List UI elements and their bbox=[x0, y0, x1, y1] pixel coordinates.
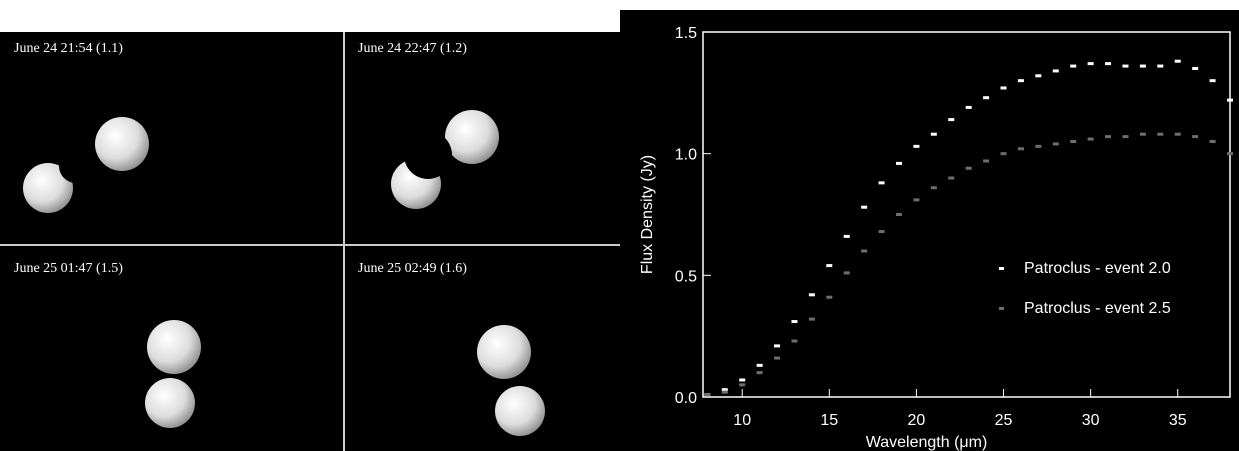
data-point bbox=[1053, 69, 1059, 72]
page: {"panels": [ {"label": "June 24 21:54 (1… bbox=[0, 0, 1239, 451]
data-point bbox=[1088, 62, 1094, 65]
y-tick-label: 0.5 bbox=[675, 268, 697, 285]
data-point bbox=[844, 271, 850, 274]
panel-label: June 25 02:49 (1.6) bbox=[358, 261, 467, 276]
data-point bbox=[1018, 147, 1024, 150]
data-point bbox=[826, 296, 832, 299]
data-point bbox=[1192, 135, 1198, 138]
data-point bbox=[1035, 74, 1041, 77]
y-axis-label: Flux Density (Jy) bbox=[639, 155, 656, 274]
data-point bbox=[1157, 133, 1163, 136]
data-point bbox=[931, 133, 937, 136]
shadow bbox=[404, 131, 452, 179]
data-point bbox=[1070, 140, 1076, 143]
panel-label: June 25 01:47 (1.5) bbox=[14, 261, 123, 276]
data-point bbox=[1157, 65, 1163, 68]
data-point bbox=[1192, 67, 1198, 70]
data-point bbox=[896, 213, 902, 216]
data-point bbox=[966, 167, 972, 170]
x-tick-label: 30 bbox=[1082, 412, 1100, 429]
data-point bbox=[704, 393, 710, 396]
data-point bbox=[722, 391, 728, 394]
x-axis-label: Wavelength (μm) bbox=[866, 434, 988, 451]
sphere bbox=[95, 117, 149, 171]
data-point bbox=[879, 181, 885, 184]
data-point bbox=[1227, 152, 1233, 155]
data-point bbox=[913, 145, 919, 148]
sphere bbox=[147, 320, 201, 374]
data-point bbox=[809, 318, 815, 321]
data-point bbox=[861, 206, 867, 209]
legend-marker bbox=[999, 307, 1004, 310]
panel-label: June 24 21:54 (1.1) bbox=[14, 41, 123, 56]
x-tick-label: 15 bbox=[820, 412, 838, 429]
data-point bbox=[1105, 135, 1111, 138]
panel-label: June 24 22:47 (1.2) bbox=[358, 41, 467, 56]
data-point bbox=[1001, 152, 1007, 155]
legend-label: Patroclus - event 2.0 bbox=[1024, 260, 1171, 277]
data-point bbox=[1018, 79, 1024, 82]
x-tick-label: 10 bbox=[733, 412, 751, 429]
y-tick-label: 0.0 bbox=[675, 390, 697, 407]
data-point bbox=[1175, 60, 1181, 63]
data-point bbox=[739, 378, 745, 381]
sphere bbox=[445, 110, 499, 164]
data-point bbox=[774, 357, 780, 360]
data-point bbox=[757, 364, 763, 367]
data-point bbox=[791, 320, 797, 323]
data-point bbox=[739, 383, 745, 386]
y-tick-label: 1.5 bbox=[675, 25, 697, 42]
data-point bbox=[844, 235, 850, 238]
data-point bbox=[1053, 142, 1059, 145]
data-point bbox=[1210, 79, 1216, 82]
data-point bbox=[983, 96, 989, 99]
data-point bbox=[1122, 135, 1128, 138]
sphere bbox=[495, 386, 545, 436]
chart-background bbox=[620, 10, 1239, 451]
data-point bbox=[1175, 133, 1181, 136]
figure: June 24 21:54 (1.1) June 24 22:47 (1.2) … bbox=[0, 0, 1239, 451]
shadow bbox=[59, 149, 93, 183]
y-tick-label: 1.0 bbox=[675, 147, 697, 164]
x-tick-label: 20 bbox=[908, 412, 926, 429]
sphere bbox=[477, 325, 531, 379]
x-tick-label: 35 bbox=[1169, 412, 1187, 429]
data-point bbox=[879, 230, 885, 233]
data-point bbox=[1140, 133, 1146, 136]
data-point bbox=[1210, 140, 1216, 143]
data-point bbox=[896, 162, 902, 165]
data-point bbox=[1070, 65, 1076, 68]
data-point bbox=[1001, 86, 1007, 89]
data-point bbox=[774, 344, 780, 347]
data-point bbox=[757, 371, 763, 374]
data-point bbox=[791, 340, 797, 343]
x-tick-label: 25 bbox=[995, 412, 1013, 429]
data-point bbox=[861, 250, 867, 253]
data-point bbox=[1140, 65, 1146, 68]
data-point bbox=[983, 159, 989, 162]
legend-marker bbox=[999, 267, 1004, 270]
legend-label: Patroclus - event 2.5 bbox=[1024, 300, 1171, 317]
eclipse-panels: June 24 21:54 (1.1) June 24 22:47 (1.2) … bbox=[0, 32, 620, 451]
data-point bbox=[913, 198, 919, 201]
sphere bbox=[145, 378, 195, 428]
data-point bbox=[1105, 62, 1111, 65]
chart: 10 15 20 25 30 35 0.0 0.5 1.0 1.5 Wavelength (μm) F… bbox=[620, 10, 1239, 451]
data-point bbox=[809, 293, 815, 296]
data-point bbox=[1035, 145, 1041, 148]
data-point bbox=[1088, 138, 1094, 141]
data-point bbox=[948, 177, 954, 180]
data-point bbox=[931, 186, 937, 189]
data-point bbox=[966, 106, 972, 109]
data-point bbox=[948, 118, 954, 121]
data-point bbox=[826, 264, 832, 267]
data-point bbox=[1122, 65, 1128, 68]
data-point bbox=[1227, 99, 1233, 102]
